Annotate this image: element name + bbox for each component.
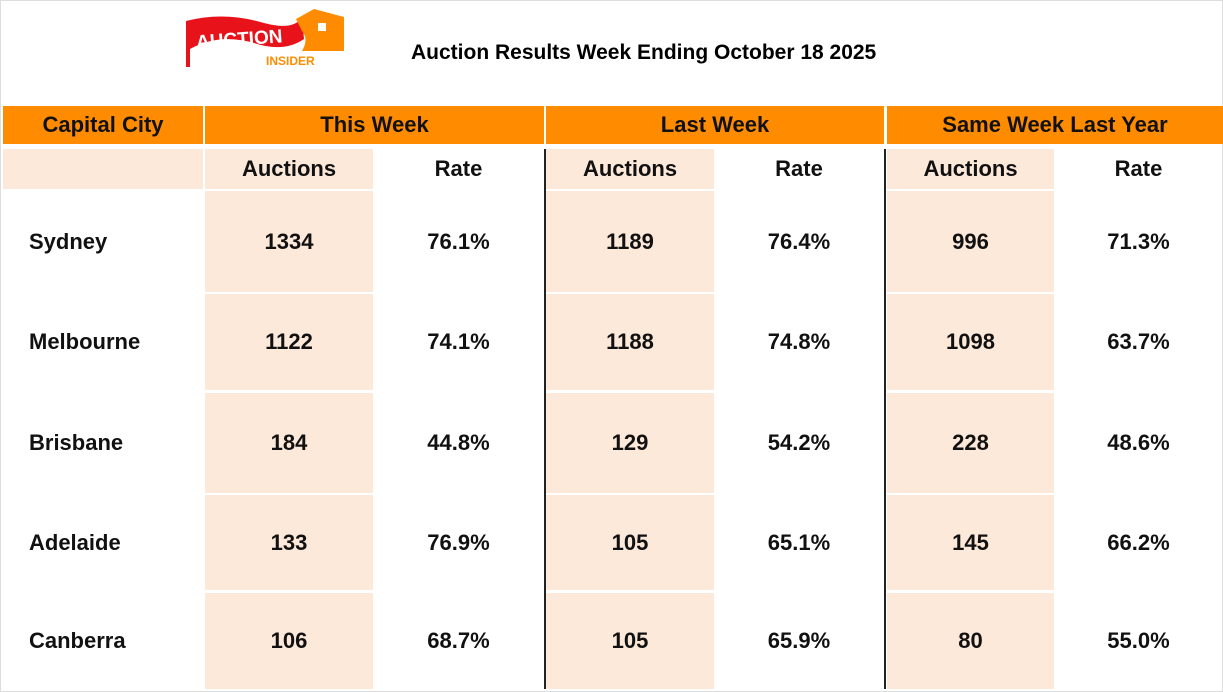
subheader-auctions: Auctions xyxy=(205,149,373,189)
this-week-rate: 68.7% xyxy=(427,628,490,653)
last-week-auctions: 105 xyxy=(546,495,714,590)
last-year-auctions: 228 xyxy=(887,393,1054,493)
city-name: Brisbane xyxy=(29,430,124,455)
last-year-rate: 63.7% xyxy=(1107,329,1170,354)
auction-insider-logo: AUCTION INSIDER xyxy=(186,9,344,68)
last-week-auctions: 1188 xyxy=(546,294,714,390)
last-year-rate: 48.6% xyxy=(1107,430,1170,455)
last-week-rate: 54.2% xyxy=(767,430,831,455)
this-week-rate: 76.9% xyxy=(427,529,490,555)
last-week-rate: 76.4% xyxy=(767,228,831,254)
this-week-rate: 76.1% xyxy=(427,228,490,254)
subheader-auctions: Auctions xyxy=(887,149,1054,189)
last-year-auctions: 996 xyxy=(887,191,1054,292)
last-year-auctions: 80 xyxy=(887,593,1054,689)
last-week-rate: 74.8% xyxy=(767,329,831,354)
this-week-auctions: 106 xyxy=(205,593,373,689)
last-year-auctions: 145 xyxy=(887,495,1054,590)
last-week-rate: 65.1% xyxy=(767,529,831,555)
header-same-week-last-year: Same Week Last Year xyxy=(887,106,1223,144)
subheader-rate: Rate xyxy=(775,156,823,181)
header-capital-city: Capital City xyxy=(3,106,203,144)
last-week-auctions: 1189 xyxy=(546,191,714,292)
city-name: Melbourne xyxy=(29,329,141,354)
city-name: Adelaide xyxy=(29,529,121,555)
subheader-blank xyxy=(3,149,203,189)
column-divider xyxy=(884,149,886,689)
header-this-week: This Week xyxy=(205,106,544,144)
last-week-auctions: 129 xyxy=(546,393,714,493)
last-year-auctions: 1098 xyxy=(887,294,1054,390)
this-week-auctions: 1122 xyxy=(205,294,373,390)
subheader-rate: Rate xyxy=(434,156,483,181)
header-last-week: Last Week xyxy=(546,106,884,144)
last-year-rate: 55.0% xyxy=(1107,628,1170,653)
last-year-rate: 71.3% xyxy=(1107,228,1170,254)
column-divider xyxy=(544,149,546,689)
this-week-rate: 44.8% xyxy=(427,430,490,455)
city-name: Sydney xyxy=(29,228,108,254)
this-week-auctions: 184 xyxy=(205,393,373,493)
page-title: Auction Results Week Ending October 18 2… xyxy=(411,41,877,64)
svg-text:INSIDER: INSIDER xyxy=(266,54,315,68)
last-week-auctions: 105 xyxy=(546,593,714,689)
this-week-auctions: 133 xyxy=(205,495,373,590)
city-name: Canberra xyxy=(29,628,126,653)
this-week-rate: 74.1% xyxy=(427,329,490,354)
last-week-rate: 65.9% xyxy=(767,628,831,653)
last-year-rate: 66.2% xyxy=(1107,529,1170,555)
subheader-auctions: Auctions xyxy=(546,149,714,189)
subheader-rate: Rate xyxy=(1114,156,1163,181)
this-week-auctions: 1334 xyxy=(205,191,373,292)
